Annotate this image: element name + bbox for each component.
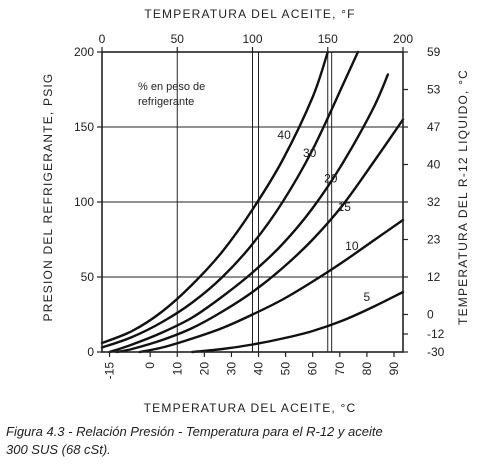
- top-tick-label-100: 100: [242, 32, 262, 46]
- bottom-tick-label-20: 20: [197, 362, 211, 376]
- series-line-20-pct: [108, 73, 390, 354]
- top-tick-label-200: 200: [393, 32, 413, 46]
- annotation-line-1: % en peso de: [138, 81, 205, 93]
- top-tick-label-150: 150: [318, 32, 338, 46]
- caption-line-1: Figura 4.3 - Relación Presión - Temperat…: [6, 424, 383, 439]
- bottom-tick-label-0: 0: [143, 362, 157, 369]
- right-tick-label--12: -12: [427, 327, 445, 341]
- bottom-tick-label-30: 30: [224, 362, 238, 376]
- bottom-axis-title: TEMPERATURA DEL ACEITE, °C: [144, 401, 357, 415]
- left-tick-label-50: 50: [81, 270, 95, 284]
- bottom-tick-label-40: 40: [252, 362, 266, 376]
- right-axis-title: TEMPERATURA DEL R-12 LIQUIDO, °C: [456, 69, 470, 325]
- left-tick-label-0: 0: [87, 345, 94, 359]
- left-tick-label-200: 200: [74, 45, 94, 59]
- left-tick-label-100: 100: [74, 195, 94, 209]
- top-tick-label-50: 50: [171, 32, 185, 46]
- series-line-10-pct: [138, 218, 405, 354]
- bottom-tick-label-80: 80: [360, 362, 374, 376]
- right-tick-label-23: 23: [427, 233, 441, 247]
- series-line-30-pct: [100, 50, 360, 349]
- figure-caption: Figura 4.3 - Relación Presión - Temperat…: [6, 423, 496, 459]
- right-tick-label-59: 59: [427, 45, 441, 59]
- series-label-5: 5: [364, 290, 371, 304]
- series-line-5-pct: [191, 290, 405, 354]
- right-tick-label--30: -30: [427, 345, 445, 359]
- bottom-tick-label-70: 70: [333, 362, 347, 376]
- bottom-tick-label--15: -15: [103, 362, 117, 380]
- series-line-15-pct: [115, 118, 405, 354]
- top-tick-label-0: 0: [99, 32, 106, 46]
- right-tick-label-47: 47: [427, 120, 441, 134]
- right-tick-label-12: 12: [427, 270, 441, 284]
- series-line-40-pct: [100, 50, 329, 345]
- annotation-line-2: refrigerante: [138, 96, 194, 108]
- bottom-tick-label-50: 50: [279, 362, 293, 376]
- series-curves: [100, 50, 405, 354]
- series-label-30: 30: [303, 146, 317, 160]
- series-label-40: 40: [277, 128, 291, 142]
- bottom-tick-label-90: 90: [387, 362, 401, 376]
- right-tick-label-40: 40: [427, 158, 441, 172]
- left-axis-title: PRESION DEL REFRIGERANTE, PSIG: [41, 73, 55, 322]
- series-label-10: 10: [345, 239, 359, 253]
- top-axis-title: TEMPERATURA DEL ACEITE, °F: [144, 7, 355, 21]
- left-tick-label-150: 150: [74, 120, 94, 134]
- caption-line-2: 300 SUS (68 cSt).: [6, 442, 111, 457]
- right-tick-label-53: 53: [427, 83, 441, 97]
- bottom-tick-label-10: 10: [170, 362, 184, 376]
- right-tick-label-0: 0: [427, 308, 434, 322]
- series-label-15: 15: [338, 200, 352, 214]
- right-tick-label-32: 32: [427, 195, 441, 209]
- series-label-20: 20: [324, 172, 338, 186]
- bottom-tick-label-60: 60: [306, 362, 320, 376]
